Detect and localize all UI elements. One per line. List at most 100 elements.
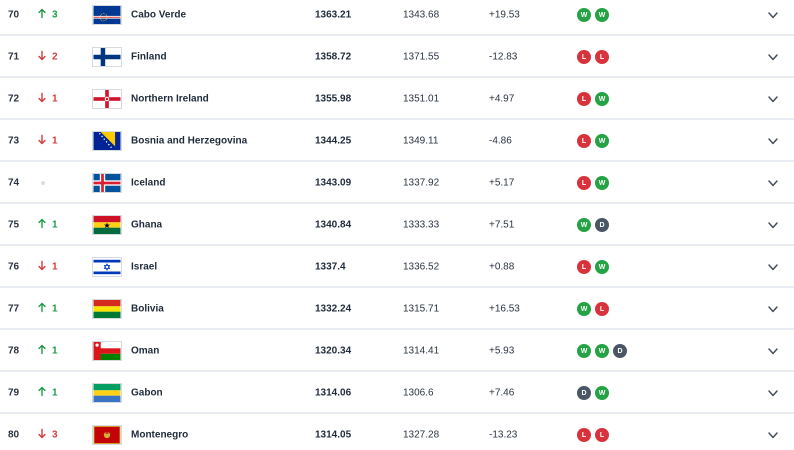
- points-difference: -4.86: [489, 135, 512, 147]
- points-difference: +5.93: [489, 345, 515, 357]
- flag-oman-icon: [92, 341, 122, 361]
- table-row[interactable]: 74 Iceland 1343.09 1337.92 +5.17 L W: [0, 164, 794, 204]
- previous-points: 1343.68: [403, 9, 440, 21]
- rank-movement-value: 1: [52, 93, 58, 105]
- chevron-down-icon[interactable]: [766, 386, 780, 400]
- previous-points: 1371.55: [403, 51, 440, 63]
- rank-movement: 1: [38, 302, 58, 316]
- rank-number: 79: [8, 387, 20, 399]
- rank-movement: 1: [38, 134, 58, 148]
- flag-iceland-icon: [92, 173, 122, 193]
- table-row[interactable]: 71 2 Finland 1358.72 1371.55 -12.83 L L: [0, 38, 794, 78]
- table-row[interactable]: 75 1 Ghana 1340.84 1333.33 +7.51 W D: [0, 206, 794, 246]
- chevron-down-icon[interactable]: [766, 92, 780, 106]
- flag-israel-icon: [92, 257, 122, 277]
- team-name[interactable]: Cabo Verde: [131, 9, 187, 21]
- previous-points: 1337.92: [403, 177, 440, 189]
- team-name[interactable]: Bosnia and Herzegovina: [131, 135, 248, 147]
- team-name[interactable]: Oman: [131, 345, 160, 357]
- table-row[interactable]: 78 1 Oman 1320.34 1314.41 +5.93 W W D: [0, 332, 794, 372]
- table-row[interactable]: 72 1 Northern Ireland 1355.98 1351.01 +4.97 L W: [0, 80, 794, 120]
- arrow-up-icon: [38, 302, 46, 316]
- total-points: 1343.09: [315, 177, 352, 189]
- arrow-down-icon: [38, 260, 46, 274]
- chevron-down-icon[interactable]: [766, 50, 780, 64]
- table-row[interactable]: 70 3 Cabo Verde 1363.21 1343.68 +19.53 W W: [0, 0, 794, 36]
- team-name[interactable]: Montenegro: [131, 429, 189, 441]
- previous-points: 1336.52: [403, 261, 440, 273]
- rank-number: 77: [8, 303, 20, 315]
- total-points: 1363.21: [315, 9, 352, 21]
- team-name[interactable]: Northern Ireland: [131, 93, 209, 105]
- rank-movement: 1: [38, 344, 58, 358]
- team-name[interactable]: Gabon: [131, 387, 163, 399]
- form-result-badge: W: [595, 344, 609, 358]
- arrow-down-icon: [38, 50, 46, 64]
- form-result-badge: L: [577, 92, 591, 106]
- chevron-down-icon[interactable]: [766, 8, 780, 22]
- chevron-down-icon[interactable]: [766, 344, 780, 358]
- arrow-down-icon: [38, 428, 46, 442]
- rank-number: 76: [8, 261, 20, 273]
- rank-number: 78: [8, 345, 20, 357]
- table-row[interactable]: 77 1 Bolivia 1332.24 1315.71 +16.53 W L: [0, 290, 794, 330]
- rank-movement-value: 1: [52, 219, 58, 231]
- points-difference: -13.23: [489, 429, 518, 441]
- table-row[interactable]: 73 1 Bosnia and Herzegovina 1344.25 1349.11 -…: [0, 122, 794, 162]
- rank-movement: 1: [38, 386, 58, 400]
- rank-number: 75: [8, 219, 20, 231]
- form-result-badge: W: [595, 92, 609, 106]
- form-result-badge: W: [595, 260, 609, 274]
- table-row[interactable]: 76 1 Israel 1337.4 1336.52 +0.88 L W: [0, 248, 794, 288]
- form-result-badge: L: [577, 134, 591, 148]
- chevron-down-icon[interactable]: [766, 428, 780, 442]
- rank-movement-value: 1: [52, 303, 58, 315]
- chevron-down-icon[interactable]: [766, 218, 780, 232]
- form-result-badge: L: [577, 428, 591, 442]
- table-row[interactable]: 80 3 Montenegro 1314.05 1327.28 -13.23 L L: [0, 416, 794, 450]
- total-points: 1340.84: [315, 219, 352, 231]
- chevron-down-icon[interactable]: [766, 176, 780, 190]
- total-points: 1314.06: [315, 387, 352, 399]
- team-name[interactable]: Ghana: [131, 219, 163, 231]
- rank-number: 74: [8, 177, 20, 189]
- rank-movement-value: 1: [52, 135, 58, 147]
- rank-movement: 3: [38, 8, 58, 22]
- form-result-badge: L: [595, 302, 609, 316]
- chevron-down-icon[interactable]: [766, 260, 780, 274]
- arrow-down-icon: [38, 92, 46, 106]
- form-result-badge: L: [595, 428, 609, 442]
- team-name[interactable]: Bolivia: [131, 303, 164, 315]
- form-result-badge: W: [595, 176, 609, 190]
- previous-points: 1327.28: [403, 429, 440, 441]
- team-name[interactable]: Israel: [131, 261, 158, 273]
- rank-movement-value: 3: [52, 9, 58, 21]
- flag-gabon-icon: [92, 383, 122, 403]
- form-result-badge: W: [595, 134, 609, 148]
- chevron-down-icon[interactable]: [766, 134, 780, 148]
- total-points: 1320.34: [315, 345, 352, 357]
- rank-movement: 2: [38, 50, 58, 64]
- flag-bosnia-icon: [92, 131, 122, 151]
- rank-number: 80: [8, 429, 20, 441]
- form-result-badge: W: [595, 8, 609, 22]
- table-row[interactable]: 79 1 Gabon 1314.06 1306.6 +7.46 D W: [0, 374, 794, 414]
- rank-number: 73: [8, 135, 20, 147]
- team-name[interactable]: Iceland: [131, 177, 166, 189]
- points-difference: +0.88: [489, 261, 515, 273]
- flag-montenegro-icon: [92, 425, 122, 445]
- form-result-badge: L: [577, 50, 591, 64]
- flag-bolivia-icon: [92, 299, 122, 319]
- form-result-badge: W: [595, 386, 609, 400]
- form-result-badge: L: [595, 50, 609, 64]
- team-name[interactable]: Finland: [131, 51, 167, 63]
- chevron-down-icon[interactable]: [766, 302, 780, 316]
- points-difference: +4.97: [489, 93, 515, 105]
